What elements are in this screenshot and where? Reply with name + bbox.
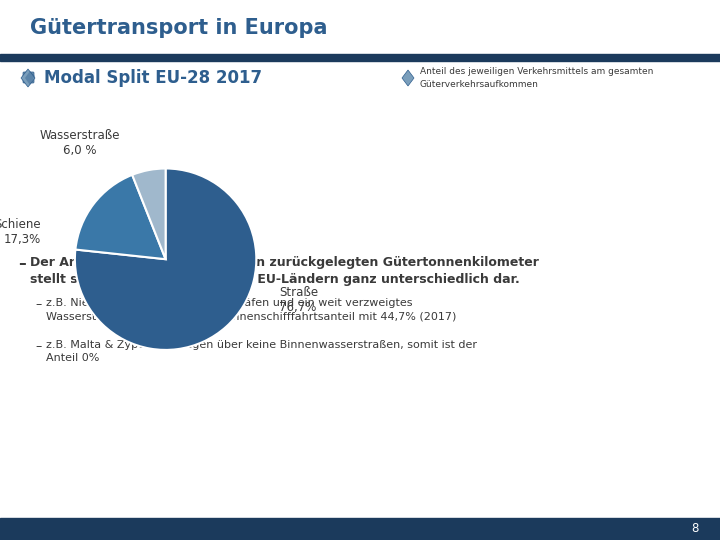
Text: Schiene
17,3%: Schiene 17,3%: [0, 218, 41, 246]
Text: Gütertransport in Europa: Gütertransport in Europa: [30, 18, 328, 38]
Text: –: –: [35, 340, 41, 353]
Polygon shape: [25, 71, 35, 85]
Text: Straße
76,7%: Straße 76,7%: [279, 286, 318, 314]
Bar: [0, 54, 720, 61]
Wedge shape: [76, 175, 166, 259]
Wedge shape: [132, 168, 166, 259]
Text: z.B. Malta & Zypem: verfügen über keine Binnenwasserstraßen, somit ist der
Antei: z.B. Malta & Zypem: verfügen über keine …: [46, 340, 477, 363]
Polygon shape: [21, 69, 35, 87]
Text: 8: 8: [691, 523, 698, 536]
Text: z.B. Niederlande: bedeutende Seehäfen und ein weit verzweigtes
Wasserstraßennetz: z.B. Niederlande: bedeutende Seehäfen un…: [46, 298, 456, 321]
Text: Wasserstraße
6,0 %: Wasserstraße 6,0 %: [39, 129, 120, 157]
Text: Modal Split EU-28 2017: Modal Split EU-28 2017: [44, 69, 262, 87]
Wedge shape: [75, 168, 256, 350]
Text: –: –: [18, 256, 26, 271]
Bar: [0, 0, 720, 55]
Polygon shape: [402, 70, 414, 86]
Text: Der Anteil der auf Wasserstraßen zurückgelegten Gütertonnenkilometer
stellt sich: Der Anteil der auf Wasserstraßen zurückg…: [30, 256, 539, 287]
Text: –: –: [35, 298, 41, 311]
Text: Anteil des jeweiligen Verkehrsmittels am gesamten
Güterverkehrsaufkommen: Anteil des jeweiligen Verkehrsmittels am…: [420, 68, 653, 89]
FancyBboxPatch shape: [23, 72, 34, 83]
Bar: [0, 518, 720, 540]
